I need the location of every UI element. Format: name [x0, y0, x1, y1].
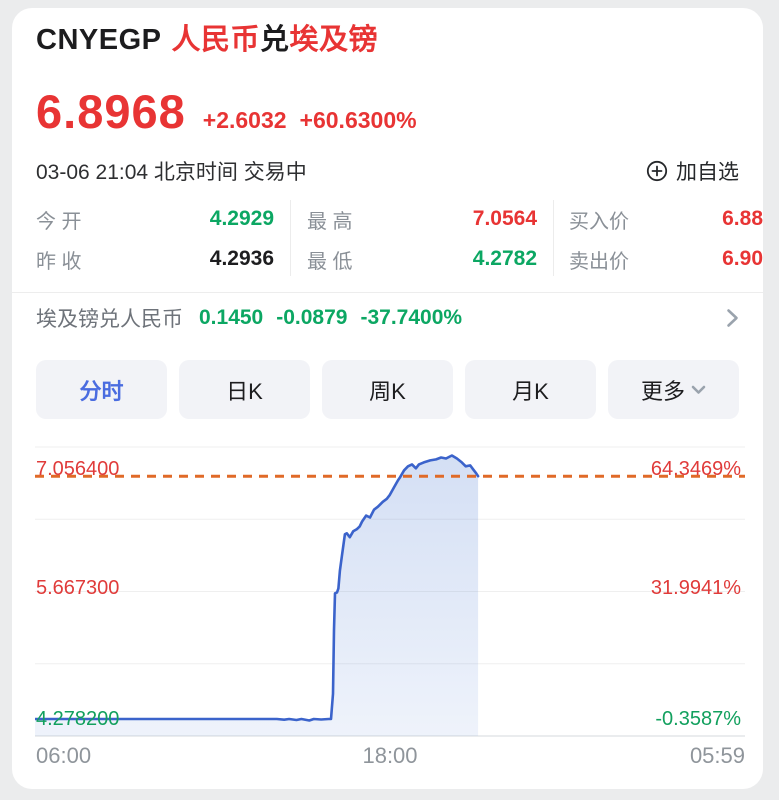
stats-col-bid-ask: 买入价 6.88 卖出价 6.90 — [553, 200, 763, 276]
latest-price: 6.8968 — [36, 85, 186, 138]
reverse-pair-price: 0.1450 — [199, 306, 264, 329]
x-axis-label-mid: 18:00 — [362, 743, 418, 768]
stat-ask: 卖出价 6.90 — [569, 247, 763, 273]
stat-open: 今 开 4.2929 — [36, 207, 274, 233]
price-change-percent: +60.6300% — [299, 107, 417, 133]
reverse-pair-change: -0.0879 — [276, 306, 348, 329]
y-axis-percent-mid: 31.9941% — [650, 577, 741, 599]
tab-daily-k[interactable]: 日K — [179, 360, 310, 419]
tab-more[interactable]: 更多 — [608, 360, 739, 419]
chart-plot-area[interactable] — [35, 440, 745, 740]
reverse-pair-row[interactable]: 埃及镑兑人民币 0.1450 -0.0879 -37.7400% — [12, 292, 763, 343]
intraday-chart: 7.056400 5.667300 4.278200 64.3469% 31.9… — [12, 440, 763, 779]
stat-bid: 买入价 6.88 — [569, 207, 763, 233]
reverse-pair-change-percent: -37.7400% — [360, 306, 463, 329]
x-axis-label-end: 05:59 — [689, 743, 745, 768]
y-axis-percent-high: 64.3469% — [650, 458, 741, 480]
stats-col-high-low: 最 高 7.0564 最 低 4.2782 — [290, 200, 553, 276]
price-change: +2.6032 — [202, 107, 287, 133]
reverse-pair-values: 0.1450 -0.0879 -37.7400% — [199, 306, 462, 330]
pair-symbol: CNYEGP — [36, 24, 162, 56]
y-axis-label-high: 7.056400 — [36, 458, 120, 480]
chevron-down-icon — [691, 385, 706, 394]
add-watchlist-button[interactable]: 加自选 — [646, 156, 739, 186]
stat-prev-close: 昨 收 4.2936 — [36, 247, 274, 273]
pair-name-base: 人民币 — [171, 24, 260, 56]
y-axis-label-low: 4.278200 — [36, 708, 120, 730]
period-tabs: 分时 日K 周K 月K 更多 — [36, 360, 739, 419]
x-axis: 06:00 18:00 05:59 — [35, 743, 745, 771]
stats-grid: 今 开 4.2929 昨 收 4.2936 最 高 7.0564 最 低 4.2… — [36, 200, 763, 276]
tab-weekly-k[interactable]: 周K — [322, 360, 453, 419]
meta-row: 03-06 21:04 北京时间 交易中 加自选 — [36, 156, 739, 186]
reverse-pair-name: 埃及镑兑人民币 — [36, 308, 183, 331]
pair-name-quote: 埃及镑 — [289, 24, 379, 56]
quote-card: CNYEGP 人民币兑埃及镑 6.8968 +2.6032 +60.6300% 0… — [12, 8, 763, 789]
pair-title: CNYEGP 人民币兑埃及镑 — [36, 22, 739, 58]
stats-col-open-close: 今 开 4.2929 昨 收 4.2936 — [36, 200, 290, 276]
tab-monthly-k[interactable]: 月K — [465, 360, 596, 419]
stat-high: 最 高 7.0564 — [307, 207, 537, 233]
pair-name-vs: 兑 — [260, 24, 290, 56]
tab-minute[interactable]: 分时 — [36, 360, 167, 419]
chevron-right-icon — [727, 309, 738, 327]
circle-plus-icon — [646, 160, 668, 182]
y-axis-label-mid: 5.667300 — [36, 577, 120, 599]
quote-timestamp: 03-06 21:04 北京时间 交易中 — [36, 161, 307, 184]
y-axis-percent-low: -0.3587% — [655, 708, 741, 730]
x-axis-label-start: 06:00 — [36, 743, 92, 768]
quote-price-row: 6.8968 +2.6032 +60.6300% — [36, 84, 739, 140]
stat-low: 最 低 4.2782 — [307, 247, 537, 273]
add-watchlist-label: 加自选 — [676, 161, 739, 184]
